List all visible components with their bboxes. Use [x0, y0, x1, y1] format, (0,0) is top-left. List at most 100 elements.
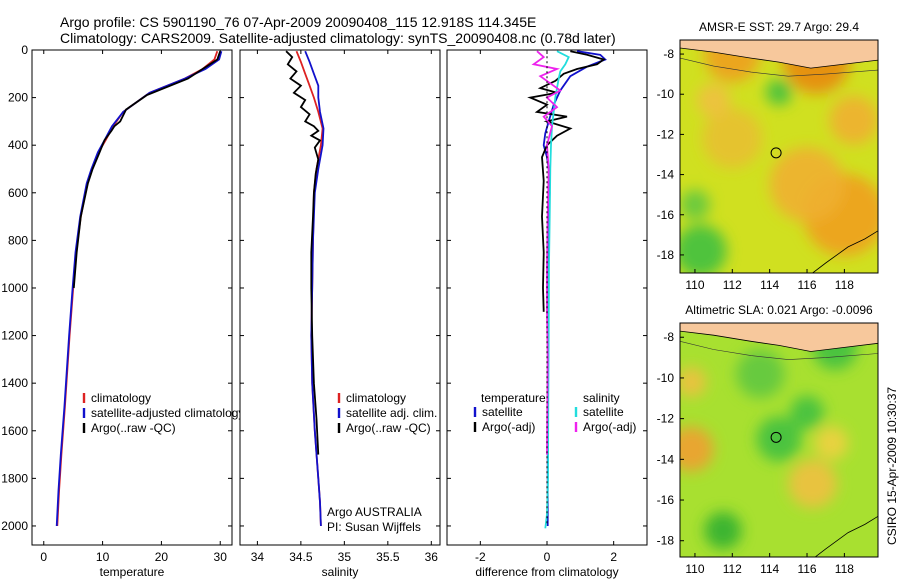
xtick-label-difference-1: 0 — [544, 550, 551, 564]
ytick-label-temperature-6: 1200 — [1, 329, 28, 343]
side-timestamp-label: CSIRO 15-Apr-2009 10:30:37 — [885, 387, 899, 545]
map-ytick-label-sla_map-1: -10 — [657, 371, 675, 385]
ytick-label-temperature-0: 0 — [21, 43, 28, 57]
map-ytick-label-sla_map-4: -16 — [657, 493, 675, 507]
map-title-sst_map: AMSR-E SST: 29.7 Argo: 29.4 — [699, 20, 859, 34]
map-xtick-label-sla_map-0: 110 — [685, 562, 704, 576]
map-ytick-label-sst_map-0: -8 — [663, 47, 674, 61]
map-xtick-label-sst_map-1: 112 — [723, 278, 742, 292]
map-xtick-label-sla_map-3: 116 — [797, 562, 816, 576]
map-field-patch-sla_map-5 — [704, 511, 742, 550]
map-field-patch-sst_map-7 — [829, 96, 878, 145]
map-xtick-label-sla_map-2: 114 — [760, 562, 779, 576]
map-field-patch-sst_map-2 — [702, 108, 763, 169]
legend-difference-left-title: temperature — [481, 391, 546, 405]
map-ytick-label-sst_map-1: -10 — [657, 87, 675, 101]
ytick-label-temperature-7: 1400 — [1, 376, 28, 390]
ytick-label-temperature-4: 800 — [8, 233, 28, 247]
series-difference-salinity-satellite — [544, 50, 570, 529]
panel-salinity: 34 34.5 35 35.5 36 salinity climatologysatelli… — [239, 49, 441, 579]
map-field-patch-sla_map-0 — [680, 426, 714, 472]
annotation-salinity-0: Argo AUSTRALIA — [327, 505, 422, 519]
map-frame-sst_map — [679, 39, 879, 274]
map-xtick-label-sst_map-2: 114 — [760, 278, 779, 292]
xlabel-temperature: temperature — [100, 565, 165, 579]
annotation-salinity-1: PI: Susan Wijffels — [327, 520, 421, 534]
ytick-label-temperature-9: 1800 — [1, 471, 28, 485]
series-salinity-satellite-adj-clim- — [304, 50, 325, 527]
legend-salinity-1-label: satellite adj. clim. — [346, 406, 437, 420]
legend-difference-right-0-label: satellite — [583, 405, 624, 419]
map-field-patch-sla_map-3 — [756, 416, 802, 462]
map-xtick-label-sst_map-3: 116 — [797, 278, 816, 292]
map-frame-sla_map — [679, 322, 879, 558]
xlabel-salinity: salinity — [322, 565, 359, 579]
float-position-marker-sst_map — [770, 147, 782, 159]
xtick-label-salinity-4: 36 — [425, 550, 439, 564]
legend-temperature-1-label: satellite-adjusted climatology — [91, 406, 244, 420]
map-field-patch-sst_map-5 — [765, 79, 793, 106]
xtick-label-salinity-2: 35 — [338, 550, 352, 564]
figure-title-line1: Argo profile: CS 5901190_76 07-Apr-2009 … — [60, 14, 536, 30]
map-ytick-label-sla_map-3: -14 — [657, 452, 675, 466]
map-field-patch-sla_map-2 — [788, 459, 837, 509]
legend-salinity-2-label: Argo(..raw -QC) — [346, 421, 431, 435]
ytick-label-temperature-8: 1600 — [1, 424, 28, 438]
xtick-label-salinity-0: 34 — [251, 550, 265, 564]
series-difference-temperature-argo-adj- — [527, 50, 606, 312]
map-ytick-label-sla_map-5: -18 — [657, 534, 675, 548]
panel-temperature: 0 200 400 600 800 1000 1200 1400 1600 1800 2000 0 10… — [1, 43, 244, 579]
panel-sst_map: 110 112 114 116 118 -8 -10 -12 -14 -16 -18 AMSR-E S… — [657, 20, 879, 292]
map-ytick-label-sla_map-0: -8 — [663, 330, 674, 344]
float-position-marker-sla_map — [770, 431, 782, 443]
xtick-label-salinity-1: 34.5 — [289, 550, 313, 564]
map-ytick-label-sst_map-2: -12 — [657, 127, 675, 141]
map-land-java-sst_map — [680, 40, 878, 69]
xtick-label-difference-2: 2 — [610, 550, 617, 564]
series-salinity-argo-raw-qc- — [285, 50, 322, 455]
map-field-patch-sst_map-4 — [680, 189, 710, 220]
map-field-patch-sla_map-8 — [814, 426, 849, 460]
plot-frame-salinity — [239, 49, 441, 546]
ytick-label-temperature-10: 2000 — [1, 519, 28, 533]
series-temperature-satellite-adjusted-climatology — [55, 50, 223, 527]
map-xtick-label-sla_map-4: 118 — [835, 562, 854, 576]
xtick-label-temperature-0: 0 — [40, 550, 47, 564]
xtick-label-salinity-3: 35.5 — [376, 550, 400, 564]
map-field-patch-sst_map-1 — [769, 147, 845, 222]
xlabel-difference: difference from climatology — [475, 565, 618, 579]
legend-difference-right-title: salinity — [583, 391, 620, 405]
map-title-sla_map: Altimetric SLA: 0.021 Argo: -0.0096 — [685, 303, 873, 317]
map-field-patch-sla_map-1 — [680, 367, 707, 397]
map-contour-sst_map — [680, 57, 878, 77]
map-field-patch-sla_map-4 — [790, 395, 824, 430]
map-land-java-sla_map — [680, 323, 878, 352]
map-field-patch-sla_map-6 — [736, 349, 785, 399]
panel-sla_map: 110 112 114 116 118 -8 -10 -12 -14 -16 -18 Altimetr… — [657, 303, 879, 576]
xtick-label-temperature-2: 20 — [155, 550, 169, 564]
map-xtick-label-sst_map-4: 118 — [835, 278, 854, 292]
series-temperature-argo-raw-qc- — [72, 50, 222, 289]
map-coast-australia-sla_map — [814, 515, 878, 557]
legend-difference-left-0-label: satellite — [482, 405, 523, 419]
legend-difference-right-1-label: Argo(-adj) — [583, 420, 636, 434]
map-xtick-label-sla_map-1: 112 — [723, 562, 742, 576]
legend-temperature-2-label: Argo(..raw -QC) — [91, 421, 176, 435]
ytick-label-temperature-5: 1000 — [1, 281, 28, 295]
figure-title-line2: Climatology: CARS2009. Satellite-adjuste… — [60, 30, 616, 46]
map-ytick-label-sla_map-2: -12 — [657, 412, 675, 426]
legend-difference-left-1-label: Argo(-adj) — [482, 420, 535, 434]
ytick-label-temperature-3: 600 — [8, 186, 28, 200]
map-ytick-label-sst_map-4: -16 — [657, 208, 675, 222]
legend-salinity-0-label: climatology — [346, 391, 406, 405]
ytick-label-temperature-2: 400 — [8, 138, 28, 152]
map-field-patch-sst_map-6 — [696, 83, 731, 118]
plot-frame-temperature — [31, 49, 233, 546]
xtick-label-difference-0: -2 — [475, 550, 486, 564]
xtick-label-temperature-3: 30 — [214, 550, 228, 564]
map-xtick-label-sst_map-0: 110 — [685, 278, 704, 292]
legend-temperature-0-label: climatology — [91, 391, 151, 405]
